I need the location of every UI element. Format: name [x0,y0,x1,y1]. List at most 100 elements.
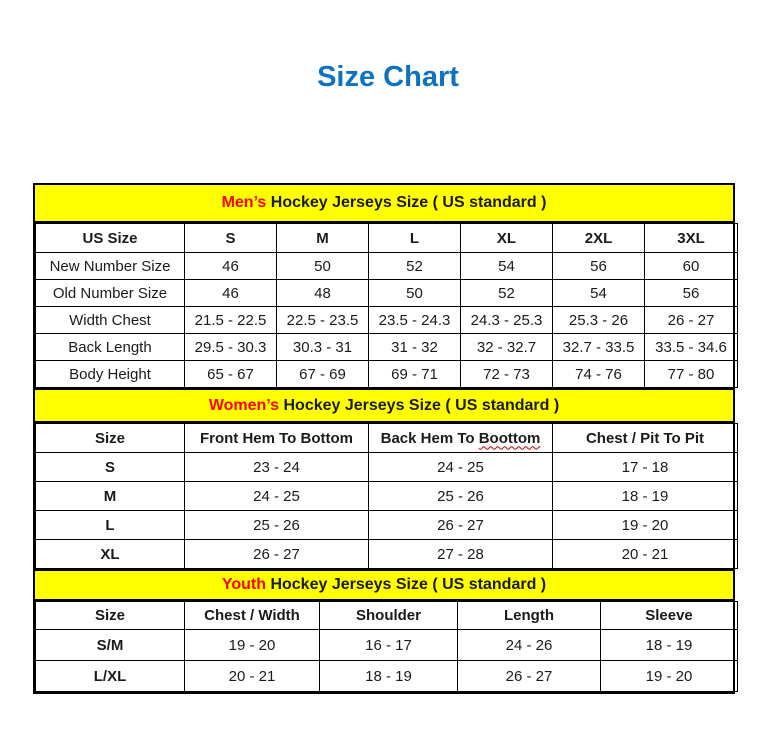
table-row: S 23 - 24 24 - 25 17 - 18 [35,452,738,482]
size-value-cell: 26 - 27 [368,510,553,540]
column-header: Chest / Width [184,601,320,630]
row-label: L [35,510,185,540]
size-value-cell: 24.3 - 25.3 [460,306,553,334]
size-value-cell: 20 - 21 [184,660,320,692]
size-value-cell: 26 - 27 [644,306,738,334]
header-row: Size Front Hem To Bottom Back Hem To Boott… [35,423,738,453]
size-value-cell: 16 - 17 [319,629,458,661]
size-value-cell: 50 [276,252,369,280]
column-header: M [276,223,369,253]
size-value-cell: 32.7 - 33.5 [552,333,645,361]
size-value-cell: 74 - 76 [552,360,645,388]
row-label: XL [35,539,185,569]
column-header: Sleeve [600,601,738,630]
section-title-text: Hockey Jerseys Size ( US standard ) [266,576,547,593]
table-row: M 24 - 25 25 - 26 18 - 19 [35,481,738,511]
table-row: Old Number Size 46 48 50 52 54 56 [35,279,738,307]
size-value-cell: 52 [460,279,553,307]
size-value-cell: 19 - 20 [184,629,320,661]
section-header-youth: Youth Hockey Jerseys Size ( US standard … [35,569,733,601]
size-value-cell: 77 - 80 [644,360,738,388]
size-value-cell: 56 [644,279,738,307]
column-header-text: Back Hem To [380,429,479,447]
size-value-cell: 20 - 21 [552,539,738,569]
size-value-cell: 25 - 26 [184,510,369,540]
size-value-cell: 23.5 - 24.3 [368,306,461,334]
row-label: M [35,481,185,511]
column-header: Length [457,601,601,630]
column-header: L [368,223,461,253]
header-row: US Size S M L XL 2XL 3XL [35,223,738,253]
section-header-mens: Men’s Hockey Jerseys Size ( US standard … [35,185,733,223]
size-value-cell: 26 - 27 [184,539,369,569]
row-label: Old Number Size [35,279,185,307]
column-header: Chest / Pit To Pit [552,423,738,453]
size-value-cell: 72 - 73 [460,360,553,388]
size-value-cell: 48 [276,279,369,307]
size-value-cell: 65 - 67 [184,360,277,388]
table-row: Body Height 65 - 67 67 - 69 69 - 71 72 - 73 7… [35,360,738,388]
column-header: 3XL [644,223,738,253]
section-accent-text: Youth [221,576,266,593]
table-row: Width Chest 21.5 - 22.5 22.5 - 23.5 23.5 - … [35,306,738,334]
column-header: Front Hem To Bottom [184,423,369,453]
size-value-cell: 24 - 25 [368,452,553,482]
table-row: L/XL 20 - 21 18 - 19 26 - 27 19 - 20 [35,660,738,692]
size-value-cell: 33.5 - 34.6 [644,333,738,361]
section-header-womens: Women’s Hockey Jerseys Size ( US standar… [35,388,733,423]
size-value-cell: 22.5 - 23.5 [276,306,369,334]
column-header: Shoulder [319,601,458,630]
size-value-cell: 23 - 24 [184,452,369,482]
row-label: Body Height [35,360,185,388]
size-value-cell: 52 [368,252,461,280]
page-title: Size Chart [317,61,459,93]
size-value-cell: 25.3 - 26 [552,306,645,334]
size-value-cell: 24 - 26 [457,629,601,661]
row-label: L/XL [35,660,185,692]
size-chart: Men’s Hockey Jerseys Size ( US standard … [33,183,738,694]
row-label: S [35,452,185,482]
size-value-cell: 18 - 19 [600,629,738,661]
table-row: L 25 - 26 26 - 27 19 - 20 [35,510,738,540]
section-title-text: Hockey Jerseys Size ( US standard ) [266,194,547,211]
column-header: 2XL [552,223,645,253]
size-value-cell: 18 - 19 [319,660,458,692]
table-mens: US Size S M L XL 2XL 3XL New Number Size 46 50 52 5… [35,223,738,388]
column-header: XL [460,223,553,253]
size-value-cell: 32 - 32.7 [460,333,553,361]
column-header: S [184,223,277,253]
size-value-cell: 18 - 19 [552,481,738,511]
row-label: Width Chest [35,306,185,334]
row-label: Back Length [35,333,185,361]
size-value-cell: 24 - 25 [184,481,369,511]
row-label: S/M [35,629,185,661]
table-youth: Size Chest / Width Shoulder Length Sleeve S/M… [35,601,738,692]
table-row: XL 26 - 27 27 - 28 20 - 21 [35,539,738,569]
section-title-text: Hockey Jerseys Size ( US standard ) [279,396,560,414]
size-value-cell: 19 - 20 [600,660,738,692]
size-value-cell: 54 [552,279,645,307]
size-value-cell: 29.5 - 30.3 [184,333,277,361]
size-value-cell: 56 [552,252,645,280]
column-header: Size [35,601,185,630]
size-value-cell: 54 [460,252,553,280]
table-row: S/M 19 - 20 16 - 17 24 - 26 18 - 19 [35,629,738,661]
size-value-cell: 27 - 28 [368,539,553,569]
size-value-cell: 60 [644,252,738,280]
size-value-cell: 69 - 71 [368,360,461,388]
size-value-cell: 21.5 - 22.5 [184,306,277,334]
section-accent-text: Women’s [208,396,280,414]
column-header: US Size [35,223,185,253]
size-value-cell: 50 [368,279,461,307]
header-row: Size Chest / Width Shoulder Length Sleeve [35,601,738,630]
size-value-cell: 17 - 18 [552,452,738,482]
table-womens: Size Front Hem To Bottom Back Hem To Boott… [35,423,738,569]
size-value-cell: 25 - 26 [368,481,553,511]
size-value-cell: 67 - 69 [276,360,369,388]
size-value-cell: 46 [184,252,277,280]
size-value-cell: 26 - 27 [457,660,601,692]
section-accent-text: Men’s [221,194,267,211]
column-header: Size [35,423,185,453]
row-label: New Number Size [35,252,185,280]
size-value-cell: 30.3 - 31 [276,333,369,361]
